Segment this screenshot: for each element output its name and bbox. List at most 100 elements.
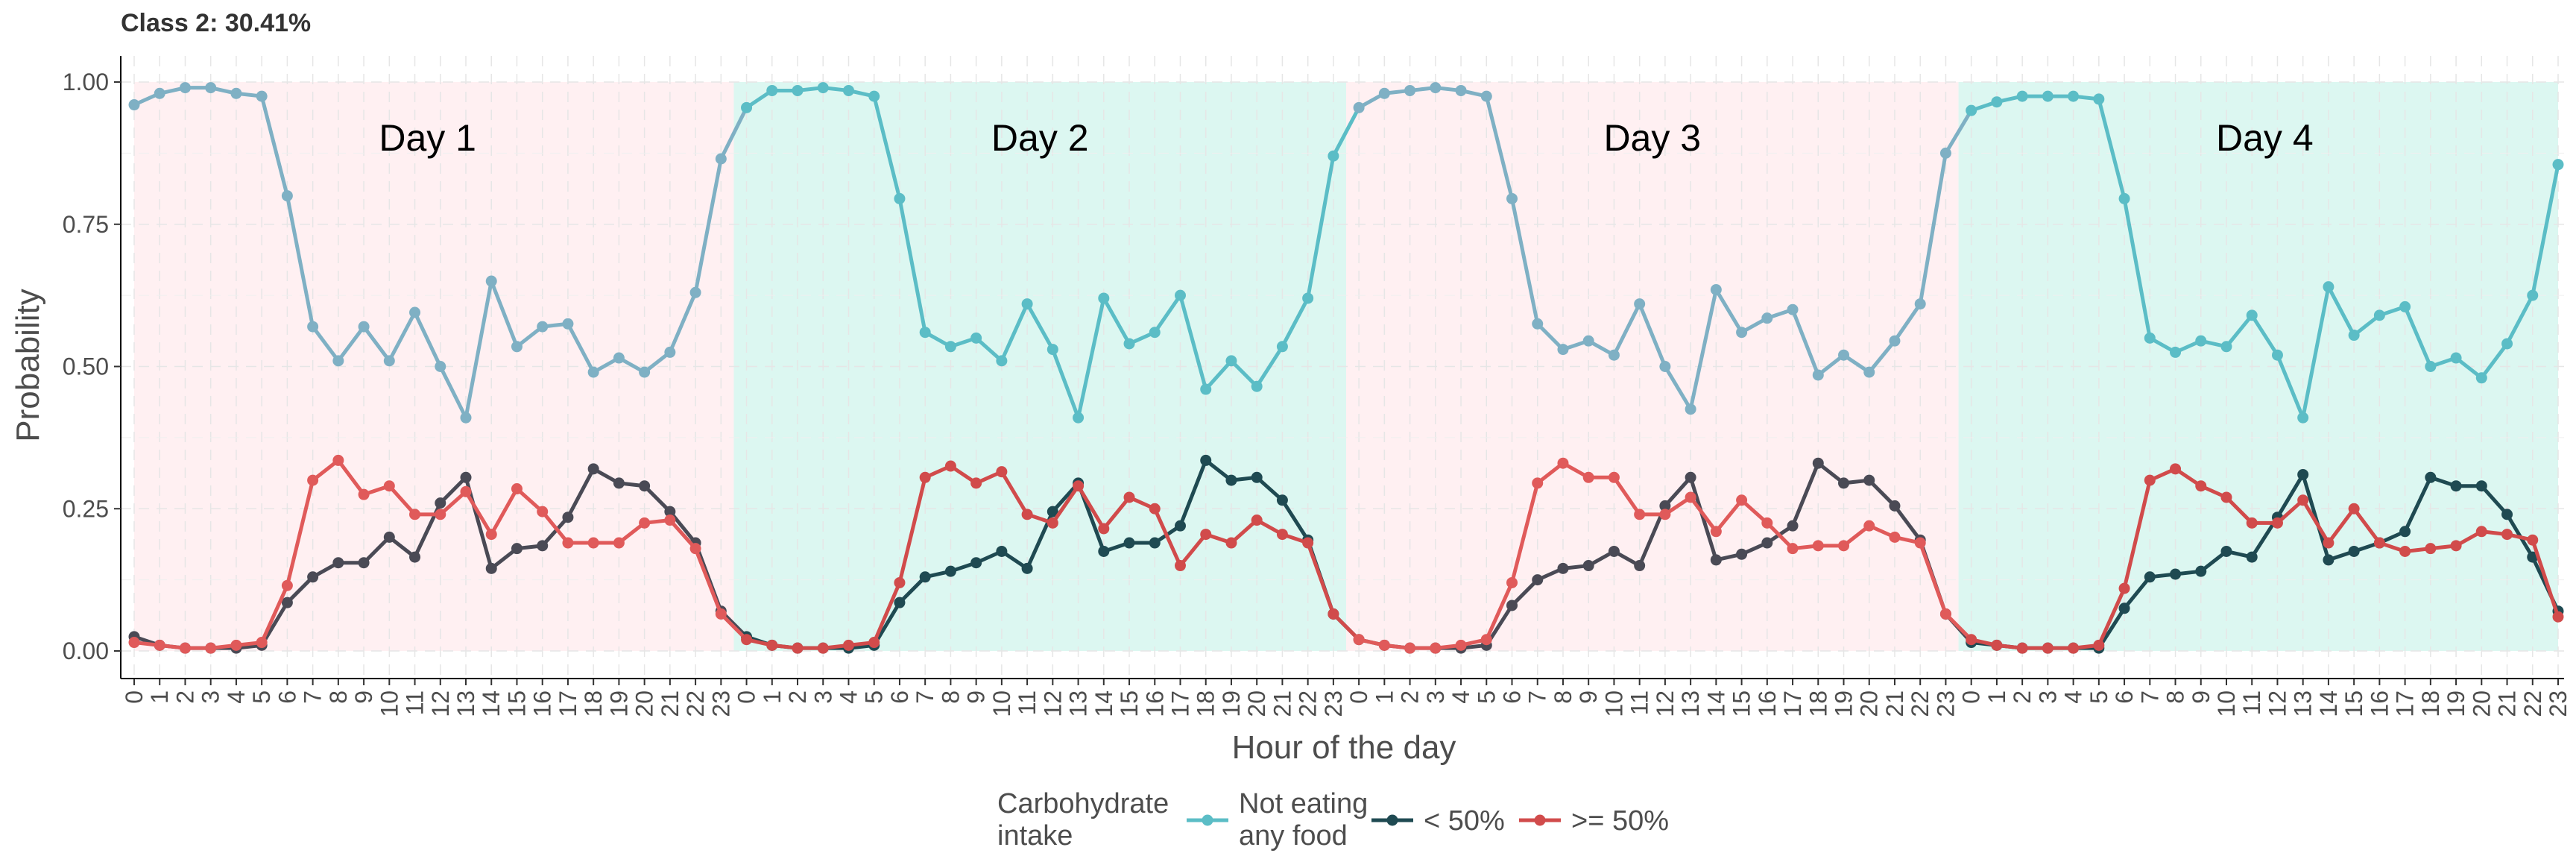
data-point [2271,517,2283,529]
series-segment [413,310,443,368]
data-point [1480,634,1492,646]
data-point [2450,352,2462,364]
x-tick-label: 21 [1881,690,1908,717]
x-tick-label: 11 [2238,690,2265,715]
x-tick-label: 4 [835,690,862,704]
data-point [2271,349,2283,361]
data-point [1838,477,1850,489]
x-tick-label: 10 [376,690,402,717]
series-segment [897,575,927,605]
x-tick-label: 22 [1295,690,1322,717]
data-point [766,84,778,96]
data-point [2042,642,2053,654]
data-point [1174,560,1186,572]
data-point [1736,327,1748,339]
series-segment [1918,151,1948,306]
series-segment [2097,586,2127,647]
data-point [944,565,956,577]
data-point [1608,471,1620,483]
data-point [1634,560,1646,572]
x-tick-label: 5 [861,690,888,704]
x-tick-label: 5 [1473,690,1500,704]
data-point [128,637,140,649]
series-segment [1178,293,1208,391]
data-point [587,463,599,475]
x-tick-label: 13 [452,690,479,717]
data-point [2068,90,2080,102]
data-point [307,571,319,583]
data-point [1991,639,2003,651]
series-segment [489,279,519,349]
data-point [1761,517,1773,529]
series-segment [540,509,570,545]
x-tick-label: 4 [2060,690,2087,704]
series-segment [1280,498,1310,542]
data-point [1021,509,1033,520]
series-segment [1178,532,1208,568]
data-point [179,82,191,94]
data-point [511,483,523,495]
series-lines [128,82,2564,654]
data-point [2144,474,2156,486]
series-segment [1102,296,1131,346]
x-tick-label: 6 [886,690,913,704]
data-point [2170,346,2182,358]
series-segment [1943,611,1974,642]
data-point [1685,403,1696,415]
data-point [2068,642,2080,654]
data-point [1225,355,1237,367]
data-point [842,639,854,651]
series-segment [668,290,698,354]
series-segment [1204,359,1234,391]
data-point [485,529,497,541]
data-point [332,557,344,569]
series-segment [1535,321,1565,352]
series-segment [2224,495,2254,525]
data-point [460,485,472,497]
data-point [2348,545,2360,557]
y-tick-label: 0.75 [63,211,109,238]
x-tick-label: 2 [2009,690,2036,704]
data-point [1761,537,1773,549]
series-segment [489,487,519,537]
data-point [639,366,651,378]
data-point [919,571,931,583]
data-point [587,366,599,378]
series-segment [2403,475,2433,534]
data-point [715,153,727,165]
data-point [1710,283,1722,295]
x-tick-label: 17 [1779,690,1806,717]
data-point [1812,457,1824,469]
day-label-2: Day 2 [991,117,1089,159]
x-tick-label: 6 [274,690,300,704]
x-tick-label: 18 [580,690,607,717]
series-segment [1152,506,1182,568]
series-segment [1688,287,1718,412]
data-point [256,90,268,102]
series-segment [668,518,698,551]
x-tick-label: 17 [555,690,581,717]
x-tick-label: 13 [2290,690,2317,717]
data-point [741,101,753,113]
data-point [970,557,982,569]
x-tick-label: 21 [2494,690,2521,717]
data-point [1123,537,1135,549]
data-point [1200,529,1212,541]
series-segment [1918,541,1948,616]
data-point [1225,474,1237,486]
data-point [1046,517,1058,529]
x-tick-label: 12 [2264,690,2291,717]
data-point [613,352,625,364]
data-point [281,597,293,608]
series-segment [1510,481,1540,585]
data-point [2475,526,2487,538]
data-point [2246,309,2258,321]
x-tick-label: 5 [2086,690,2112,704]
series-segment [974,336,1004,363]
data-point [1328,150,1339,162]
series-segment [1611,475,1642,517]
data-point [1532,318,1544,330]
data-point [562,512,574,523]
data-point [817,642,829,654]
data-point [485,275,497,287]
